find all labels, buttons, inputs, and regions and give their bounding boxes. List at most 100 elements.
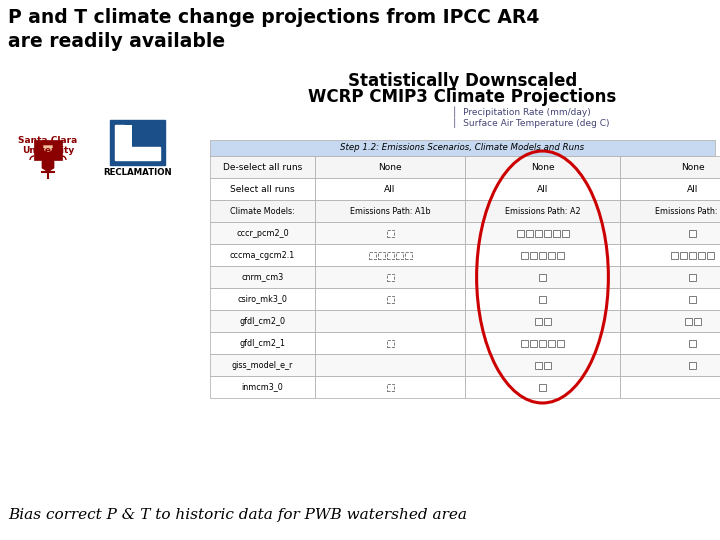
FancyBboxPatch shape <box>548 252 555 259</box>
FancyBboxPatch shape <box>534 361 541 368</box>
FancyBboxPatch shape <box>465 310 620 332</box>
FancyBboxPatch shape <box>210 266 315 288</box>
Text: inmcm3_0: inmcm3_0 <box>242 382 284 392</box>
FancyBboxPatch shape <box>465 200 620 222</box>
FancyBboxPatch shape <box>395 252 402 259</box>
FancyBboxPatch shape <box>465 156 620 178</box>
FancyBboxPatch shape <box>115 125 160 160</box>
FancyBboxPatch shape <box>110 120 165 165</box>
FancyBboxPatch shape <box>465 222 620 244</box>
Text: WCRP CMIP3 Climate Projections: WCRP CMIP3 Climate Projections <box>308 88 616 106</box>
FancyBboxPatch shape <box>369 252 376 259</box>
FancyBboxPatch shape <box>534 318 541 325</box>
FancyBboxPatch shape <box>689 230 696 237</box>
FancyBboxPatch shape <box>530 340 537 347</box>
FancyBboxPatch shape <box>210 288 315 310</box>
FancyBboxPatch shape <box>377 252 384 259</box>
Text: All: All <box>384 185 396 193</box>
Text: Step 1.2: Emissions Scenarios, Climate Models and Runs: Step 1.2: Emissions Scenarios, Climate M… <box>341 144 585 152</box>
FancyBboxPatch shape <box>387 230 394 237</box>
FancyBboxPatch shape <box>620 354 720 376</box>
FancyBboxPatch shape <box>210 332 315 354</box>
FancyBboxPatch shape <box>620 288 720 310</box>
FancyBboxPatch shape <box>707 252 714 259</box>
FancyBboxPatch shape <box>387 340 394 347</box>
FancyBboxPatch shape <box>465 244 620 266</box>
FancyBboxPatch shape <box>689 361 696 368</box>
FancyBboxPatch shape <box>210 244 315 266</box>
FancyBboxPatch shape <box>465 266 620 288</box>
Text: Santa Clara
University: Santa Clara University <box>19 136 78 156</box>
FancyBboxPatch shape <box>544 230 551 237</box>
Text: Select all runs: Select all runs <box>230 185 294 193</box>
Text: csiro_mk3_0: csiro_mk3_0 <box>238 294 287 303</box>
FancyBboxPatch shape <box>544 318 551 325</box>
Text: De-select all runs: De-select all runs <box>223 163 302 172</box>
FancyBboxPatch shape <box>620 310 720 332</box>
FancyBboxPatch shape <box>315 310 465 332</box>
FancyBboxPatch shape <box>210 156 315 178</box>
Text: gfdl_cm2_1: gfdl_cm2_1 <box>240 339 286 348</box>
FancyBboxPatch shape <box>210 354 315 376</box>
FancyBboxPatch shape <box>698 252 705 259</box>
FancyBboxPatch shape <box>115 125 160 160</box>
FancyBboxPatch shape <box>465 376 620 398</box>
FancyBboxPatch shape <box>685 318 691 325</box>
FancyBboxPatch shape <box>210 178 315 200</box>
Text: cccma_cgcm2.1: cccma_cgcm2.1 <box>230 251 295 260</box>
Text: All: All <box>687 185 698 193</box>
FancyBboxPatch shape <box>539 383 546 390</box>
FancyBboxPatch shape <box>620 222 720 244</box>
FancyBboxPatch shape <box>315 156 465 178</box>
FancyBboxPatch shape <box>465 288 620 310</box>
Text: Emissions Path: A2: Emissions Path: A2 <box>505 206 580 215</box>
FancyBboxPatch shape <box>210 376 315 398</box>
FancyBboxPatch shape <box>534 230 541 237</box>
Text: │  Surface Air Temperature (deg C): │ Surface Air Temperature (deg C) <box>452 117 610 127</box>
Text: Bias correct P & T to historic data for PWB watershed area: Bias correct P & T to historic data for … <box>8 508 467 522</box>
Text: giss_model_e_r: giss_model_e_r <box>232 361 293 369</box>
FancyBboxPatch shape <box>465 354 620 376</box>
FancyBboxPatch shape <box>557 252 564 259</box>
FancyBboxPatch shape <box>210 200 315 222</box>
FancyBboxPatch shape <box>689 295 696 302</box>
FancyBboxPatch shape <box>671 252 678 259</box>
FancyBboxPatch shape <box>526 230 533 237</box>
FancyBboxPatch shape <box>315 200 465 222</box>
Text: None: None <box>531 163 554 172</box>
Polygon shape <box>42 160 54 172</box>
Text: gfdl_cm2_0: gfdl_cm2_0 <box>240 316 286 326</box>
FancyBboxPatch shape <box>210 140 715 156</box>
FancyBboxPatch shape <box>539 273 546 280</box>
Text: Emissions Path: B1: Emissions Path: B1 <box>654 206 720 215</box>
Text: RECLAMATION: RECLAMATION <box>103 168 172 177</box>
FancyBboxPatch shape <box>315 178 465 200</box>
FancyBboxPatch shape <box>539 295 546 302</box>
FancyBboxPatch shape <box>210 310 315 332</box>
Text: P and T climate change projections from IPCC AR4
are readily available: P and T climate change projections from … <box>8 8 539 51</box>
FancyBboxPatch shape <box>557 340 564 347</box>
FancyBboxPatch shape <box>539 340 546 347</box>
FancyBboxPatch shape <box>315 354 465 376</box>
FancyBboxPatch shape <box>405 252 412 259</box>
FancyBboxPatch shape <box>387 273 394 280</box>
Text: │  Precipitation Rate (mm/day): │ Precipitation Rate (mm/day) <box>452 106 591 117</box>
FancyBboxPatch shape <box>620 178 720 200</box>
FancyBboxPatch shape <box>548 340 555 347</box>
Polygon shape <box>34 140 62 160</box>
FancyBboxPatch shape <box>315 288 465 310</box>
FancyBboxPatch shape <box>210 222 315 244</box>
FancyBboxPatch shape <box>530 252 537 259</box>
Text: None: None <box>378 163 402 172</box>
Text: None: None <box>680 163 704 172</box>
FancyBboxPatch shape <box>315 244 465 266</box>
FancyBboxPatch shape <box>516 230 523 237</box>
FancyBboxPatch shape <box>465 178 620 200</box>
FancyBboxPatch shape <box>132 125 160 147</box>
FancyBboxPatch shape <box>689 273 696 280</box>
FancyBboxPatch shape <box>693 318 701 325</box>
FancyBboxPatch shape <box>387 383 394 390</box>
FancyBboxPatch shape <box>465 332 620 354</box>
FancyBboxPatch shape <box>620 376 720 398</box>
FancyBboxPatch shape <box>620 244 720 266</box>
